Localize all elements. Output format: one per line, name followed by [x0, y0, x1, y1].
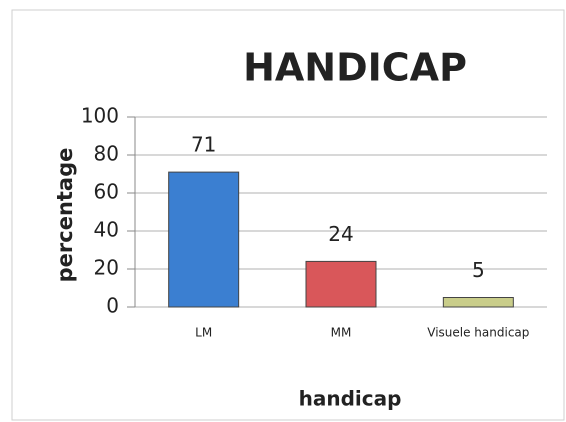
y-tick-label: 40	[94, 218, 119, 242]
chart-title: HANDICAP	[243, 46, 467, 90]
x-tick-label: LM	[195, 326, 212, 340]
data-label: 5	[472, 258, 485, 282]
x-tick-label: Visuele handicap	[427, 326, 529, 340]
data-label: 24	[328, 222, 353, 246]
y-tick-label: 20	[94, 256, 119, 280]
x-tick-label: MM	[331, 326, 352, 340]
bar	[305, 260, 377, 308]
y-axis-label: percentage	[53, 148, 77, 283]
y-tick-label: 100	[81, 104, 119, 128]
bar	[168, 171, 240, 308]
y-tick-label: 60	[94, 180, 119, 204]
x-axis-label: handicap	[299, 387, 402, 411]
y-tick-label: 80	[94, 142, 119, 166]
y-tick-label: 0	[106, 294, 119, 318]
bar	[442, 297, 514, 308]
chart-frame	[11, 9, 565, 421]
data-label: 71	[191, 133, 216, 157]
